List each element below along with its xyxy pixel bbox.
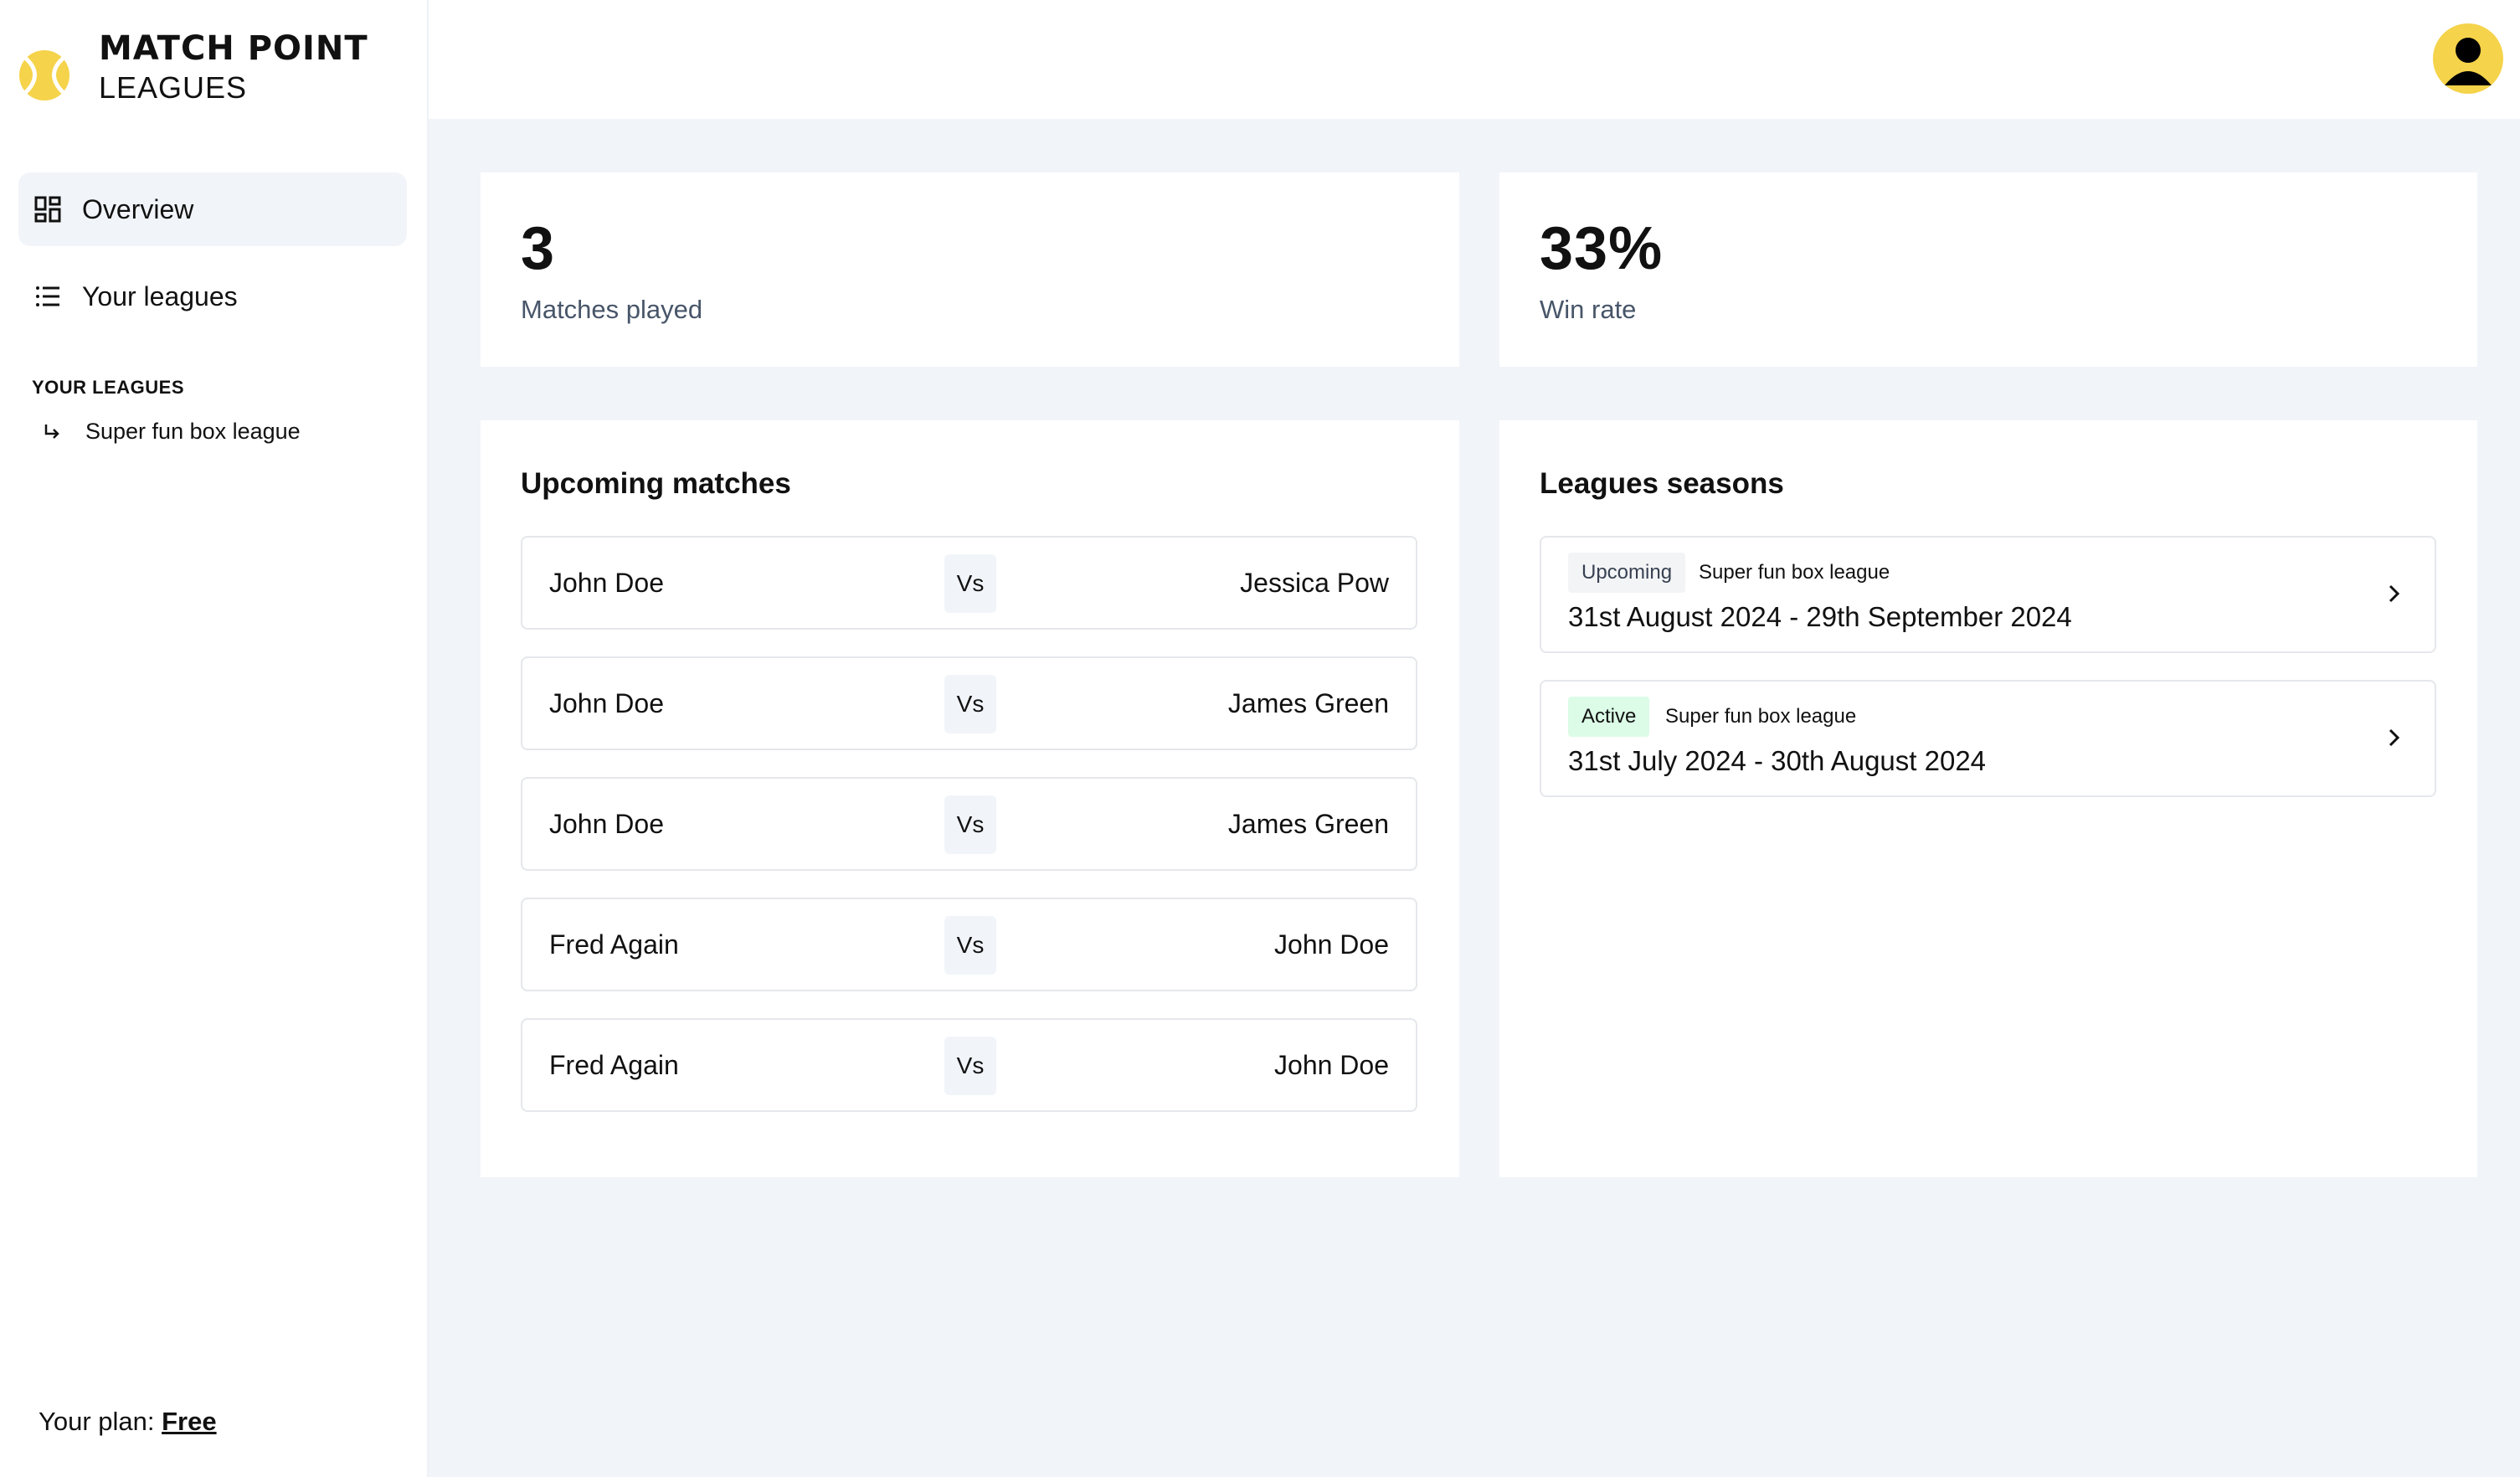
upcoming-matches-card: Upcoming matches John Doe Vs Jessica Pow… (481, 420, 1459, 1177)
season-dates: 31st July 2024 - 30th August 2024 (1568, 745, 1987, 776)
sidebar-item-label: Your leagues (82, 280, 238, 311)
win-rate-label: Win rate (1540, 295, 1637, 324)
player-one: Fred Again (549, 1050, 679, 1080)
player-two: John Doe (1274, 1050, 1389, 1080)
player-one: John Doe (549, 809, 664, 839)
sidebar: MATCH POINT LEAGUES Overview (0, 0, 429, 1477)
sidebar-nav: Overview Your leagues (18, 172, 407, 347)
plan-info: Your plan: Free (39, 1407, 217, 1437)
vs-badge: Vs (944, 675, 996, 733)
dashboard-grid-icon (33, 195, 62, 224)
season-list: Upcoming Super fun box league 31st Augus… (1540, 536, 2436, 824)
your-leagues-heading: YOUR LEAGUES (32, 377, 185, 398)
player-two: John Doe (1274, 929, 1389, 960)
status-badge: Upcoming (1568, 553, 1686, 593)
league-seasons-card: Leagues seasons Upcoming Super fun box l… (1499, 420, 2477, 1177)
list-icon (33, 282, 62, 311)
match-row[interactable]: John Doe Vs Jessica Pow (521, 536, 1417, 630)
win-rate-value: 33% (1540, 215, 1664, 282)
matches-played-label: Matches played (521, 295, 703, 324)
plan-link[interactable]: Free (162, 1407, 217, 1436)
player-two: James Green (1227, 688, 1389, 718)
upcoming-matches-title: Upcoming matches (521, 467, 791, 500)
top-bar (429, 0, 2520, 119)
season-league-name: Super fun box league (1665, 705, 1857, 728)
status-badge: Active (1568, 697, 1650, 737)
match-row[interactable]: John Doe Vs James Green (521, 777, 1417, 871)
matches-played-value: 3 (521, 215, 556, 282)
match-row[interactable]: Fred Again Vs John Doe (521, 1018, 1417, 1112)
season-row-upcoming[interactable]: Upcoming Super fun box league 31st Augus… (1540, 536, 2436, 653)
season-row-active[interactable]: Active Super fun box league 31st July 20… (1540, 680, 2436, 797)
sidebar-league-super-fun-box[interactable]: Super fun box league (42, 419, 301, 445)
vs-badge: Vs (944, 554, 996, 613)
brand-title: MATCH POINT (99, 29, 368, 68)
league-seasons-title: Leagues seasons (1540, 467, 1784, 500)
vs-badge: Vs (944, 795, 996, 854)
player-two: James Green (1227, 809, 1389, 839)
vs-badge: Vs (944, 916, 996, 975)
sidebar-item-your-leagues[interactable]: Your leagues (18, 260, 407, 333)
sidebar-league-label: Super fun box league (85, 419, 301, 444)
match-row[interactable]: Fred Again Vs John Doe (521, 898, 1417, 991)
match-list: John Doe Vs Jessica Pow John Doe Vs Jame… (521, 536, 1417, 1139)
brand[interactable]: MATCH POINT LEAGUES (18, 30, 368, 109)
player-one: Fred Again (549, 929, 679, 960)
season-dates: 31st August 2024 - 29th September 2024 (1568, 601, 2072, 632)
player-one: John Doe (549, 688, 664, 718)
tennis-ball-logo-icon (19, 50, 69, 100)
match-row[interactable]: John Doe Vs James Green (521, 656, 1417, 750)
sidebar-item-overview[interactable]: Overview (18, 172, 407, 246)
player-two: Jessica Pow (1240, 568, 1389, 598)
arrow-return-icon (42, 422, 62, 442)
sidebar-item-label: Overview (82, 193, 194, 224)
player-one: John Doe (549, 568, 664, 598)
season-league-name: Super fun box league (1699, 561, 1890, 584)
brand-text: MATCH POINT LEAGUES (99, 30, 368, 109)
chevron-right-icon (2381, 725, 2406, 750)
vs-badge: Vs (944, 1037, 996, 1095)
chevron-right-icon (2381, 581, 2406, 606)
brand-subtitle: LEAGUES (99, 70, 248, 105)
user-avatar-icon[interactable] (2433, 23, 2503, 94)
plan-prefix: Your plan: (39, 1407, 155, 1436)
matches-played-card: 3 Matches played (481, 172, 1459, 367)
win-rate-card: 33% Win rate (1499, 172, 2477, 367)
